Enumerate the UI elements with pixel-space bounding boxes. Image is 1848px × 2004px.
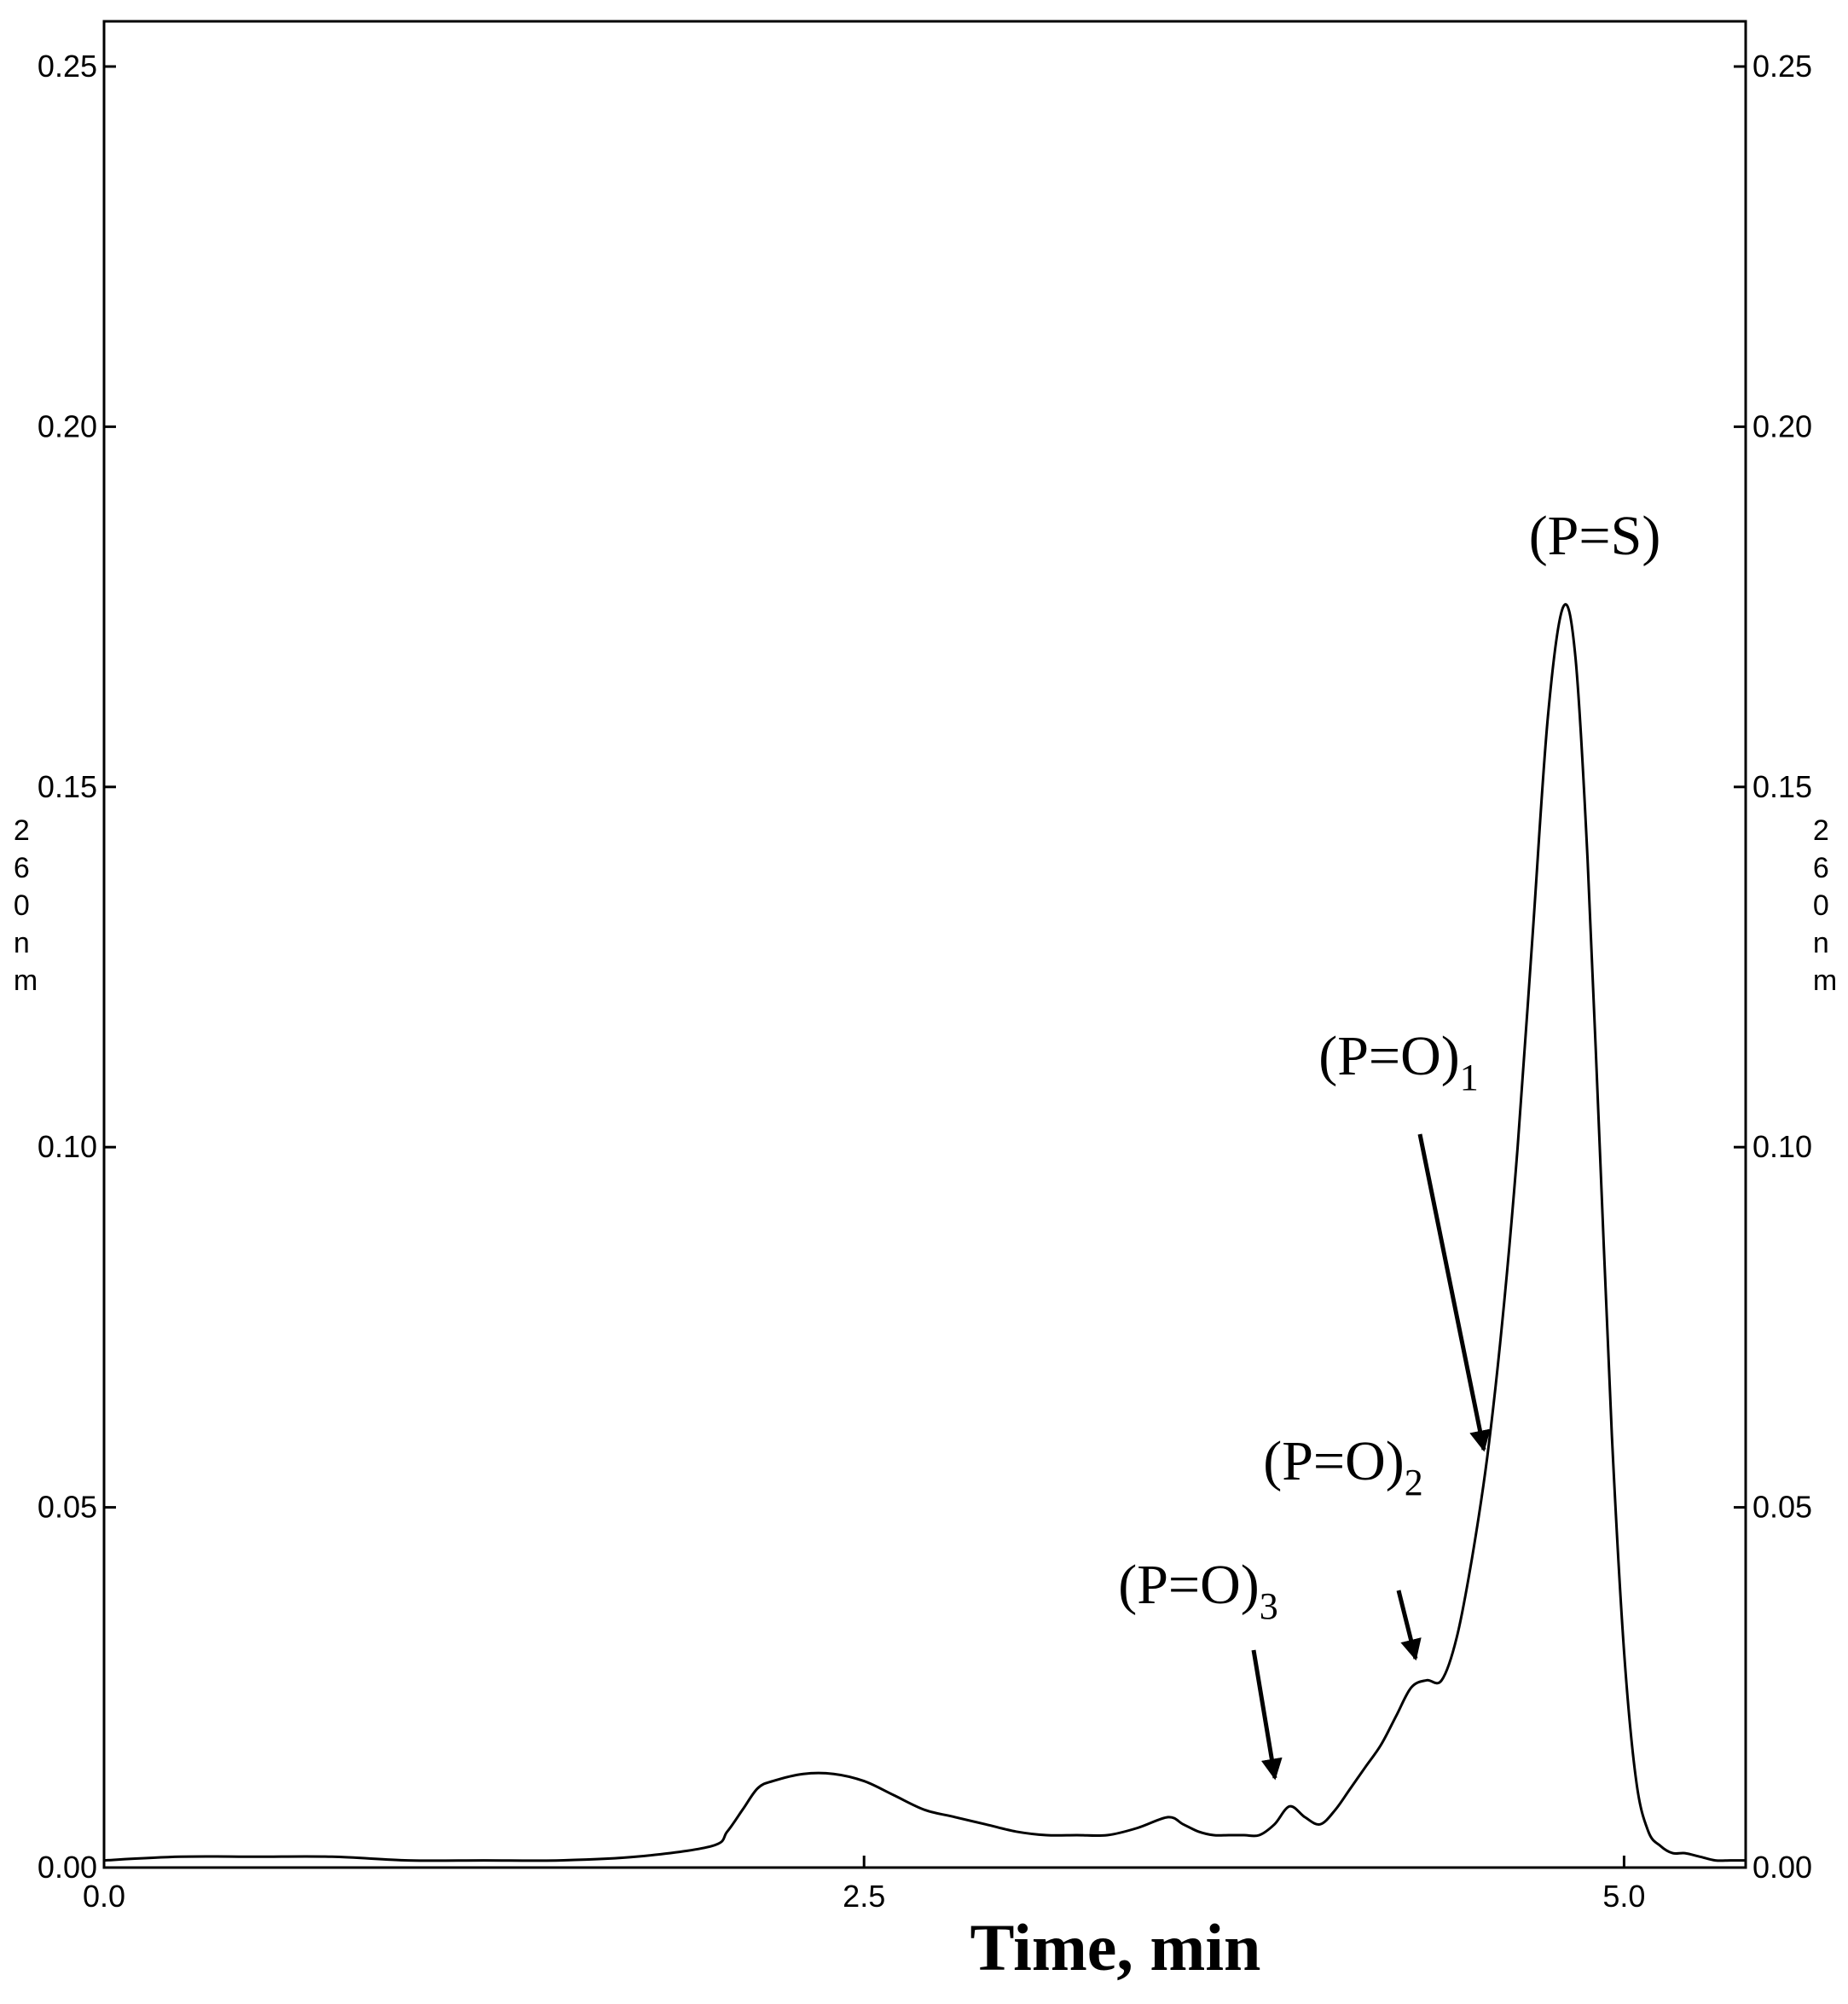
peak-arrow — [1417, 1133, 1491, 1452]
y-tick-label-right: 0.25 — [1752, 49, 1812, 84]
x-tick-label: 2.5 — [843, 1879, 885, 1914]
peak-label: (P=O)1 — [1318, 1025, 1479, 1098]
x-axis: 0.0 2.5 5.0 — [83, 1856, 1645, 1914]
y-tick-label-left: 0.20 — [38, 408, 97, 443]
peak-annotations: (P=S)(P=O)1(P=O)2(P=O)3 — [1118, 505, 1661, 1781]
y-tick-label-right: 0.00 — [1752, 1850, 1812, 1885]
x-tick-label: 5.0 — [1602, 1879, 1645, 1914]
y-axis-left: 0.00 0.05 0.10 0.15 0.20 0.25 — [38, 49, 116, 1885]
peak-label-subscript: 2 — [1405, 1462, 1423, 1503]
x-tick-label: 0.0 — [83, 1879, 125, 1914]
peak-label-main: (P=O) — [1318, 1025, 1460, 1087]
peak-label: (P=S) — [1529, 505, 1661, 567]
chromatogram-trace — [103, 603, 1746, 1862]
y-tick-label-right: 0.15 — [1752, 769, 1812, 804]
plot-frame — [102, 20, 1747, 1869]
peak-label-main: (P=S) — [1529, 505, 1661, 567]
y-tick-label-left: 0.10 — [38, 1129, 97, 1164]
y-tick-label-left: 0.00 — [38, 1850, 97, 1885]
peak-arrow — [1396, 1590, 1422, 1661]
peak-label: (P=O)3 — [1118, 1554, 1278, 1627]
peak-label: (P=O)2 — [1263, 1430, 1423, 1503]
peak-label-subscript: 3 — [1260, 1585, 1278, 1627]
y-axis-right: 0.00 0.05 0.10 0.15 0.20 0.25 — [1734, 49, 1812, 1885]
y-tick-label-right: 0.10 — [1752, 1129, 1812, 1164]
y-tick-label-right: 0.05 — [1752, 1490, 1812, 1525]
x-axis-label: Time, min — [970, 1910, 1261, 1984]
y-tick-label-left: 0.05 — [38, 1490, 97, 1525]
y-tick-label-right: 0.20 — [1752, 408, 1812, 443]
y-axis-unit-right: 2 6 0 n m — [1813, 814, 1837, 997]
peak-label-main: (P=O) — [1118, 1554, 1260, 1616]
peak-label-main: (P=O) — [1263, 1430, 1405, 1492]
peak-label-subscript: 1 — [1460, 1057, 1479, 1098]
peak-arrow — [1251, 1649, 1283, 1781]
y-axis-unit-left: 2 6 0 n m — [14, 814, 38, 997]
y-tick-label-left: 0.25 — [38, 49, 97, 84]
y-tick-label-left: 0.15 — [38, 769, 97, 804]
